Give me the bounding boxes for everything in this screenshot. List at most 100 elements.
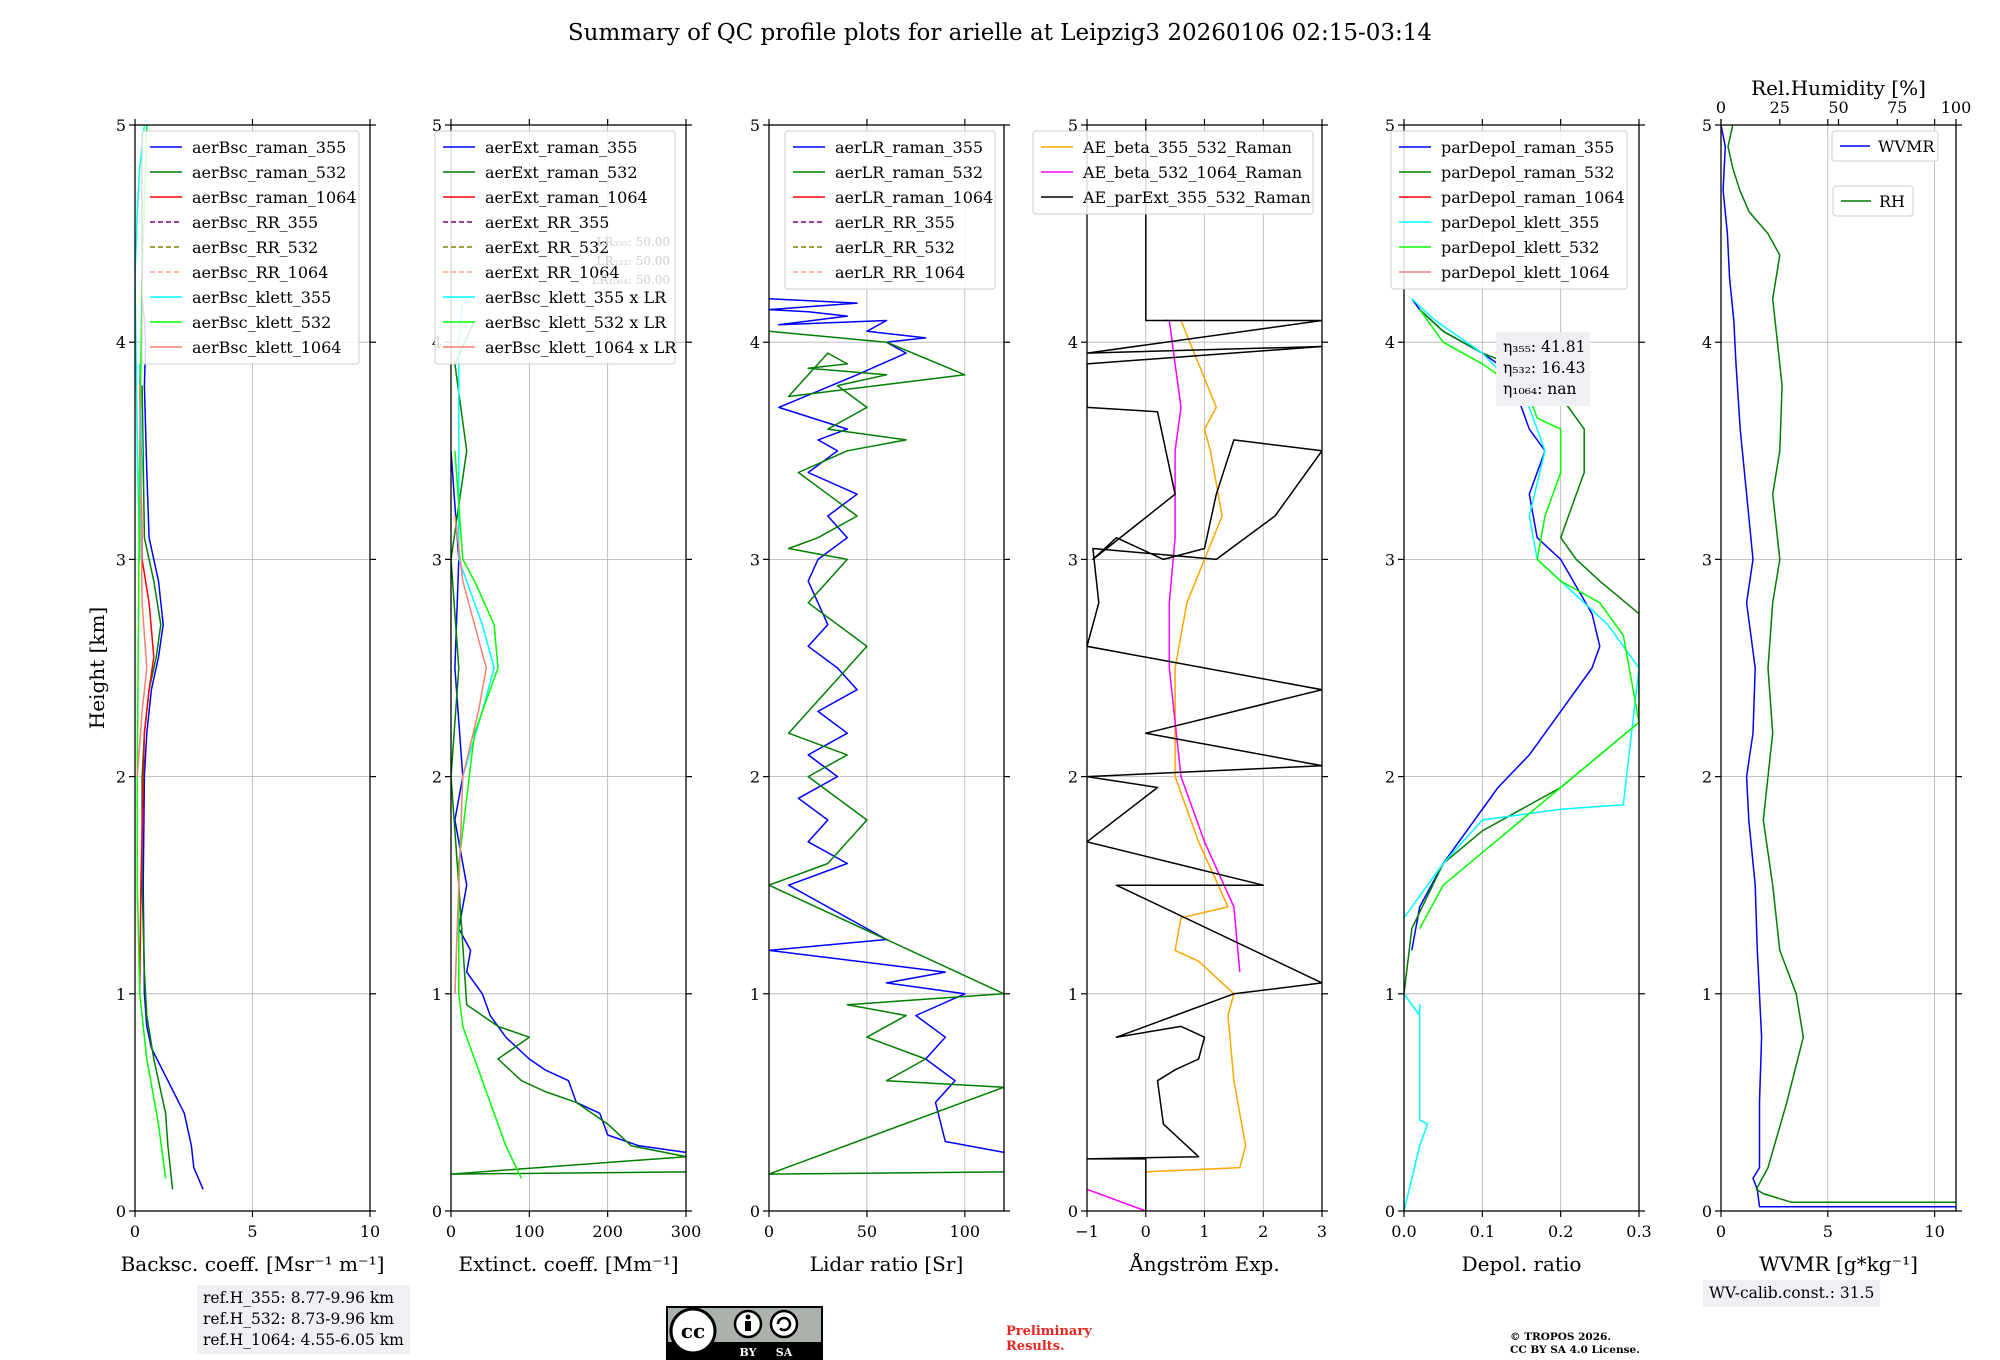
copyright-line-2: CC BY SA 4.0 License. [1510,1344,1640,1356]
top-x-tick-label: 25 [1770,98,1790,117]
x-axis-label: Backsc. coeff. [Msr⁻¹ m⁻¹] [121,1252,385,1276]
x-tick-label: −1 [1075,1222,1099,1241]
legend-label: aerBsc_raman_1064 [192,188,357,207]
legend-label: aerBsc_raman_355 [192,138,346,157]
cc-license-badge: cc BY SA [666,1306,823,1360]
legend-label: aerExt_RR_1064 [485,263,620,282]
y-tick-label: 5 [1702,116,1712,135]
y-tick-label: 2 [432,768,442,787]
y-tick-label: 2 [116,768,126,787]
series-line-pardepol-raman-355 [1411,298,1601,951]
x-tick-label: 0 [130,1222,140,1241]
x-tick-label: 0 [764,1222,774,1241]
series-line-rh [1727,125,1956,1204]
axes-frame [450,124,687,1212]
y-tick-label: 4 [1385,333,1395,352]
series-group [1721,125,1956,1208]
x-tick-label: 10 [360,1222,380,1241]
axes-frame [768,124,1005,1212]
x-tick-label: 300 [671,1222,702,1241]
eta-label: η₅₃₂: 16.43 [1503,359,1585,377]
series-line-pardepol-klett-355 [1404,298,1639,1211]
y-tick-label: 3 [750,550,760,569]
series-group [1404,298,1639,1211]
lr-label: LR₃₅₅: 50.00 [596,235,670,249]
series-line-aerbsc-raman-1064 [138,363,155,994]
y-tick-label: 4 [116,333,126,352]
x-tick-label: 100 [514,1222,545,1241]
legend-label: aerBsc_klett_532 [192,313,331,332]
rh-legend-box [1832,185,1914,217]
reference-height-box: ref.H_355: 8.77-9.96 km ref.H_532: 8.73-… [197,1285,410,1354]
top-x-tick-label: 75 [1887,98,1907,117]
y-tick-label: 5 [432,116,442,135]
series-group [1087,125,1322,1211]
legend-label: aerLR_raman_355 [835,138,983,157]
legend-label: aerExt_RR_532 [485,238,609,257]
y-tick-label: 2 [1068,768,1078,787]
x-tick-label: 0.1 [1470,1222,1495,1241]
y-tick-label: 0 [1702,1202,1712,1221]
preliminary-line-2: Results. [1006,1339,1065,1354]
eta-box [1496,332,1590,406]
axes-frame [1403,124,1640,1212]
x-tick-label: 0.0 [1391,1222,1416,1241]
legend-label: aerLR_RR_1064 [835,263,965,282]
series-line-aerbsc-klett-1064 [136,385,148,777]
x-tick-label: 0.2 [1548,1222,1573,1241]
panel-5: 0.0 0.1 0.2 0.3 0 1 2 3 4 5 Depol. ratio parDepol_r… [1385,116,1652,1276]
x-axis-label: Ångström Exp. [1128,1251,1279,1276]
legend-box [784,130,996,290]
panel-1: 0 5 10 0 1 2 3 4 5 Backsc. coeff. [Msr⁻¹ m⁻¹] Heig… [85,116,384,1276]
y-tick-label: 5 [1385,116,1395,135]
lr-label: LR₁₀₆₄: 50.00 [592,273,670,287]
legend-label: parDepol_klett_532 [1441,238,1599,257]
x-axis-label: Lidar ratio [Sr] [810,1252,964,1276]
series-line-ae-beta-355-532-raman [1145,319,1247,1173]
y-tick-label: 1 [432,985,442,1004]
y-tick-label: 3 [1385,550,1395,569]
preliminary-line-1: Preliminary [1006,1324,1092,1339]
cc-logo-icon [669,1307,717,1355]
y-tick-label: 1 [116,985,126,1004]
x-axis-label: Depol. ratio [1462,1252,1582,1276]
wvmr-legend-box [1831,130,1939,162]
legend-label: aerLR_raman_1064 [835,188,993,207]
series-line-aerext-raman-532 [451,320,686,1175]
y-tick-label: 3 [116,550,126,569]
series-group [135,125,204,1190]
eta-label: η₃₅₅: 41.81 [1503,338,1585,356]
refh-1064: ref.H_1064: 4.55-6.05 km [203,1331,404,1349]
y-tick-label: 2 [1702,768,1712,787]
legend-label: parDepol_raman_355 [1441,138,1614,157]
figure-title: Summary of QC profile plots for arielle … [567,20,1433,46]
y-tick-label: 0 [750,1202,760,1221]
share-alike-icon [769,1309,799,1339]
cc-by-label: BY [740,1346,757,1359]
y-tick-label: 5 [1068,116,1078,135]
series-group [451,298,686,1179]
series-line-aerbsc-klett-532 [136,125,167,1179]
series-line-aerbsc-raman-532 [141,385,174,1190]
legend-label: aerLR_raman_532 [835,163,983,182]
top-axis-label: Rel.Humidity [%] [1751,76,1926,100]
legend-label: AE_beta_532_1064_Raman [1082,163,1302,182]
y-tick-label: 0 [116,1202,126,1221]
x-tick-label: 10 [1924,1222,1944,1241]
top-x-tick-label: 100 [1941,98,1972,117]
wv-calibration-text: WV-calib.const.: 31.5 [1709,1284,1875,1302]
panel-2: 0100200300012345Extinct. coeff. [Mm⁻¹]ae… [432,116,701,1276]
x-axis-label: Extinct. coeff. [Mm⁻¹] [458,1252,678,1276]
panel-3: 0 50 100 0 1 2 3 4 5 Lidar ratio [Sr] aerLR_raman_… [750,116,1010,1276]
series-line-aerbsc-klett-532-x-lr [454,450,523,1179]
preliminary-note: Preliminary Results. [1006,1324,1092,1354]
y-tick-label: 0 [1068,1202,1078,1221]
y-tick-label: 2 [750,768,760,787]
y-tick-label: 1 [750,985,760,1004]
lr-label: LR₅₃₂: 50.00 [596,254,670,268]
x-tick-label: 1 [1199,1222,1209,1241]
wv-calibration-box: WV-calib.const.: 31.5 [1703,1280,1881,1307]
axes-frame [1720,124,1957,1212]
